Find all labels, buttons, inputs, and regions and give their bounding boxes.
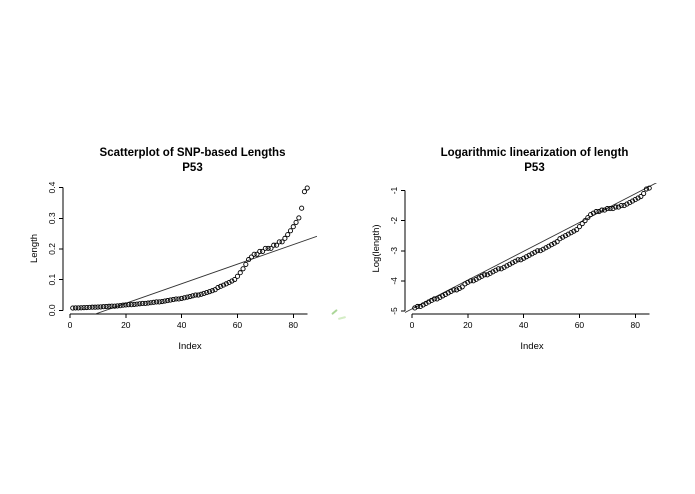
y-axis-label: Log(length) [371, 224, 382, 272]
svg-text:-3: -3 [389, 247, 399, 255]
chart-titles: Logarithmic linearization of length P53 [397, 146, 673, 176]
svg-text:0.1: 0.1 [47, 273, 57, 285]
svg-text:40: 40 [518, 320, 528, 330]
svg-text:-2: -2 [389, 216, 399, 224]
svg-text:-4: -4 [389, 277, 399, 285]
y-axis-label: Length [29, 234, 40, 263]
svg-text:80: 80 [630, 320, 640, 330]
svg-text:0: 0 [67, 320, 72, 330]
data-points [411, 185, 652, 311]
svg-text:0.0: 0.0 [47, 304, 57, 316]
chart-title: Scatterplot of SNP-based Lengths [99, 147, 286, 159]
chart-scatter-lengths: Scatterplot of SNP-based Lengths P53 0 20… [23, 146, 331, 354]
svg-text:20: 20 [463, 320, 473, 330]
svg-text:60: 60 [232, 320, 242, 330]
svg-text:0: 0 [409, 320, 414, 330]
scatterplot-svg: 0 20 40 60 80 -5 -4 -3 -2 -1 Index Log(length) [371, 182, 657, 352]
svg-text:20: 20 [121, 320, 131, 330]
charts-row: Scatterplot of SNP-based Lengths P53 0 20… [0, 146, 695, 354]
data-points [69, 185, 310, 311]
x-axis-label: Index [520, 341, 543, 352]
svg-text:0.2: 0.2 [47, 243, 57, 255]
fit-line [93, 235, 317, 314]
chart-log-linearization: Logarithmic linearization of length P53 … [365, 146, 673, 354]
svg-text:0.4: 0.4 [47, 181, 57, 193]
chart-titles: Scatterplot of SNP-based Lengths P53 [55, 146, 331, 176]
fit-line [404, 182, 657, 313]
chart-subtitle: P53 [182, 161, 203, 174]
chart-subtitle: P53 [524, 161, 545, 174]
axis-tick-labels: 0 20 40 60 80 0.0 0.1 0.2 0.3 0.4 [47, 181, 298, 330]
svg-text:60: 60 [574, 320, 584, 330]
chart-title: Logarithmic linearization of length [440, 147, 629, 159]
x-axis-label: Index [178, 341, 201, 352]
axes [58, 186, 307, 318]
svg-text:80: 80 [288, 320, 298, 330]
svg-text:40: 40 [176, 320, 186, 330]
axis-tick-labels: 0 20 40 60 80 -5 -4 -3 -2 -1 [389, 186, 640, 330]
svg-text:-5: -5 [389, 307, 399, 315]
axes [400, 189, 649, 318]
scatterplot-svg: 0 20 40 60 80 0.0 0.1 0.2 0.3 0.4 Index Length [29, 181, 317, 352]
svg-text:0.3: 0.3 [47, 212, 57, 224]
svg-text:-1: -1 [389, 186, 399, 194]
